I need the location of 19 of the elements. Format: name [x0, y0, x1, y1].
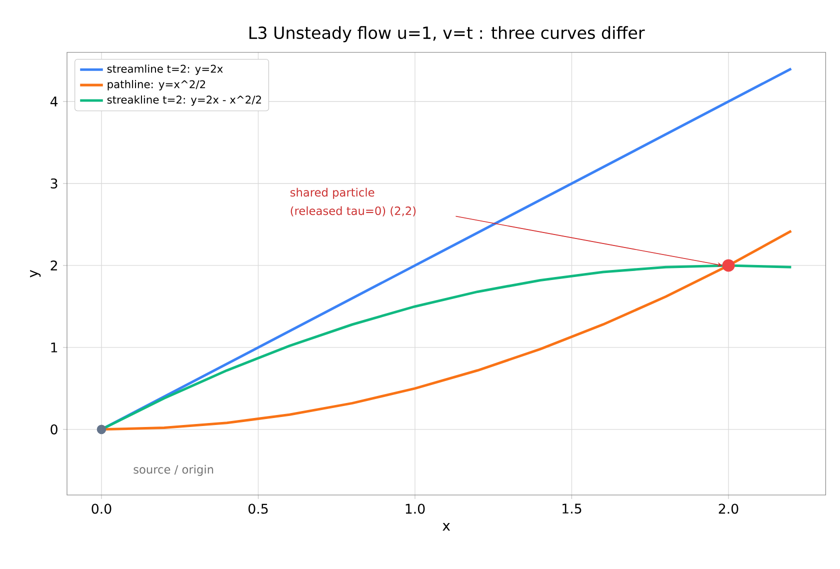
x-axis-title: x — [442, 522, 450, 531]
x-tick-label: 1.0 — [406, 504, 425, 514]
y-tick-label: 2 — [50, 260, 57, 270]
y-tick-label: 1 — [51, 342, 58, 352]
y-tick-label: 4 — [50, 96, 58, 106]
annotation: shared particle — [290, 188, 374, 199]
x-tick-label: 2.0 — [718, 504, 738, 514]
legend-label: streamline t=2: y=2x — [107, 64, 223, 75]
y-tick-label: 3 — [50, 178, 58, 189]
chart-title: L3 Unsteady flow u=1, v=t : three curves differ — [250, 26, 645, 42]
x-tick-label: 1.5 — [562, 504, 582, 514]
legend-label: streakline t=2: y=2x - x^2/2 — [107, 95, 261, 106]
annotation: (released tau=0) (2,2) — [290, 206, 416, 216]
x-tick-label: 0.0 — [92, 504, 112, 514]
x-tick-label: 0.5 — [248, 504, 268, 514]
legend-label: pathline: y=x^2/2 — [108, 80, 206, 90]
y-axis-title: y — [30, 270, 41, 278]
annotation: source / origin — [134, 464, 214, 476]
y-tick-label: 0 — [50, 424, 58, 434]
